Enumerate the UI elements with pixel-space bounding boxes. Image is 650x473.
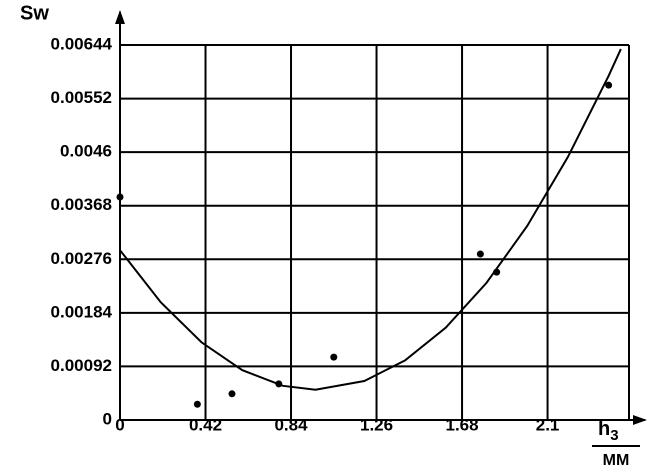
y-tick-label: 0 xyxy=(103,409,112,428)
x-axis-label-sub: 3 xyxy=(610,427,618,444)
y-tick-label: 0.00368 xyxy=(51,195,112,214)
data-point xyxy=(476,250,484,258)
y-tick-label: 0.00276 xyxy=(51,249,112,268)
data-point xyxy=(330,353,338,361)
x-axis-label-main: h xyxy=(598,418,610,440)
x-tick-label: 0 xyxy=(115,415,124,434)
y-tick-label: 0.00184 xyxy=(51,302,113,321)
fit-curve xyxy=(119,48,622,391)
data-point xyxy=(116,193,124,201)
x-axis-arrow xyxy=(633,415,647,425)
x-axis-label: h3 xyxy=(598,418,619,444)
data-point xyxy=(228,390,236,398)
x-axis-unit: MM xyxy=(603,452,630,469)
y-tick-label: 0.00644 xyxy=(51,34,113,53)
y-axis-arrow xyxy=(115,10,125,24)
y-axis-label: Sw xyxy=(20,2,49,24)
y-tick-label: 0.00552 xyxy=(51,88,112,107)
data-point xyxy=(605,81,613,89)
y-tick-label: 0.00092 xyxy=(51,356,112,375)
data-point xyxy=(493,268,501,276)
data-point xyxy=(193,400,201,408)
data-point xyxy=(275,380,283,388)
y-tick-label: 0.0046 xyxy=(60,142,112,161)
